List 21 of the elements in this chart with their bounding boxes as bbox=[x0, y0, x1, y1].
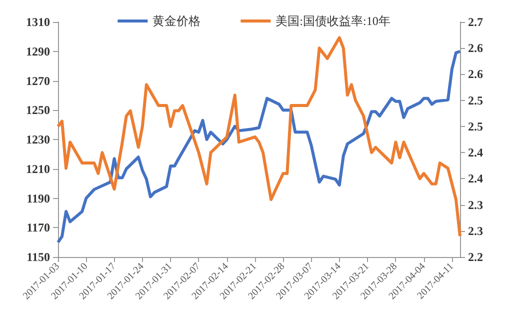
y2-tick-label: 2.5 bbox=[468, 93, 483, 108]
y-tick-label: 1190 bbox=[26, 191, 50, 206]
y-tick-label: 1310 bbox=[26, 15, 50, 29]
legend-label: 黄金价格 bbox=[152, 14, 201, 28]
y2-tick-label: 2.3 bbox=[468, 224, 483, 238]
y2-tick-label: 2.3 bbox=[468, 198, 483, 212]
y2-tick-label: 2.7 bbox=[468, 15, 483, 29]
y2-tick-label: 2.2 bbox=[468, 250, 483, 264]
y2-tick-label: 2.4 bbox=[468, 172, 483, 186]
y-tick-label: 1210 bbox=[26, 162, 50, 176]
y2-tick-label: 2.5 bbox=[468, 119, 483, 134]
y2-tick-label: 2.4 bbox=[468, 146, 483, 160]
y-tick-label: 1270 bbox=[26, 74, 50, 88]
y-tick-label: 1150 bbox=[26, 250, 50, 264]
y-tick-label: 1250 bbox=[26, 103, 50, 118]
y2-tick-label: 2.6 bbox=[468, 41, 483, 56]
y-tick-label: 1230 bbox=[26, 132, 50, 146]
legend-label: 美国:国债收益率:10年 bbox=[276, 14, 390, 28]
y-tick-label: 1290 bbox=[26, 44, 50, 58]
y-tick-label: 1170 bbox=[26, 220, 50, 235]
y2-tick-label: 2.6 bbox=[468, 67, 483, 82]
